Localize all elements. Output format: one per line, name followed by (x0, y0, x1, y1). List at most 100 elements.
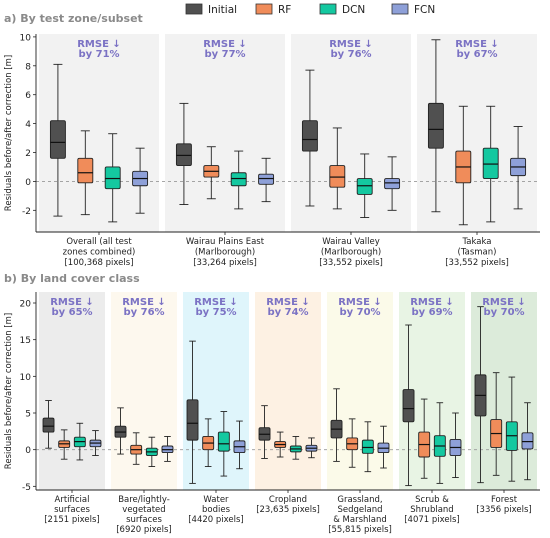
x-category-label: Wairau Valley (322, 237, 380, 247)
legend-entry: FCN (391, 3, 435, 16)
rmse-annotation: RMSE ↓ (410, 297, 454, 308)
x-category-label: [3356 pixels] (476, 505, 532, 515)
box-iqr (427, 102, 444, 149)
box-rf (274, 431, 287, 458)
group-background (39, 292, 105, 490)
x-category-label: [6920 pixels] (116, 525, 172, 535)
rmse-annotation: RMSE ↓ (455, 39, 499, 50)
box-rf (329, 127, 346, 210)
y-axis-label: Residuals before/after correction [m] (4, 313, 14, 469)
rmse-annotation: RMSE ↓ (122, 297, 166, 308)
box-dcn (356, 153, 373, 218)
x-category-label: [100,368 pixels] (64, 258, 133, 268)
x-category-label: [33,264 pixels] (193, 258, 257, 268)
x-category-label: Scrub & (415, 495, 449, 505)
x-category-label: [4420 pixels] (188, 515, 244, 525)
box-group: RMSE ↓by 76% Wairau Valley(Marlborough)[3… (301, 39, 401, 268)
panel-title: a) By test zone/subset (4, 12, 143, 25)
x-category-label: [55,815 pixels] (328, 525, 392, 535)
box-rf (77, 130, 94, 216)
box-initial (114, 407, 127, 455)
x-category-label: surfaces (54, 505, 90, 515)
box-iqr (356, 178, 373, 195)
y-tick-label: 4 (25, 120, 31, 130)
legend-entry: Initial (185, 3, 237, 16)
rmse-annotation: RMSE ↓ (77, 39, 121, 50)
box-fcn (449, 412, 462, 478)
y-tick-label: 10 (20, 33, 32, 43)
box-dcn (505, 376, 518, 482)
box-iqr (384, 178, 401, 190)
group-background (327, 292, 393, 490)
y-tick-label: 2 (25, 149, 31, 159)
x-category-label: (Tasman) (458, 248, 497, 258)
box-iqr (521, 432, 534, 450)
box-iqr (361, 439, 374, 454)
box-dcn (73, 422, 86, 461)
box-initial (427, 39, 444, 213)
box-initial (49, 63, 66, 217)
rmse-annotation: RMSE ↓ (266, 297, 310, 308)
box-rf (130, 432, 143, 465)
legend-swatch (185, 3, 203, 15)
box-fcn (132, 147, 149, 214)
y-tick-label: 20 (20, 300, 32, 310)
rmse-annotation: RMSE ↓ (329, 39, 373, 50)
box-rf (418, 398, 431, 479)
x-category-label: Artificial (55, 495, 90, 505)
y-tick-label: -2 (22, 207, 31, 217)
x-category-label: Overall (all test (66, 237, 132, 247)
box-dcn (217, 411, 230, 477)
box-rf (455, 105, 472, 226)
x-category-label: & Marshland (333, 515, 387, 525)
rmse-annotation: by 74% (267, 307, 308, 318)
box-group: RMSE ↓by 70% Grassland,Sedgeland& Marshla… (328, 297, 392, 535)
x-category-label: Water (203, 495, 229, 505)
box-dcn (482, 105, 499, 223)
rmse-annotation: by 65% (51, 307, 92, 318)
legend-label: RF (278, 4, 291, 16)
x-category-label: Grassland, (337, 495, 382, 505)
rmse-annotation: by 67% (456, 49, 497, 60)
rmse-annotation: by 77% (204, 49, 245, 60)
legend-label: FCN (414, 4, 435, 16)
y-axis-label: Residuals before/after correction [m] (4, 55, 14, 211)
box-initial (186, 340, 199, 484)
x-category-label: [4071 pixels] (404, 515, 460, 525)
x-category-label: Forest (491, 495, 518, 505)
y-tick-label: 5 (25, 410, 31, 420)
x-category-label: Bare/lightly- (118, 495, 170, 505)
box-group: RMSE ↓by 67% Takaka(Tasman)[33,552 pixels… (427, 39, 527, 268)
legend-entry: DCN (319, 3, 365, 16)
box-iqr (217, 431, 230, 452)
rmse-annotation: by 69% (411, 307, 452, 318)
box-initial (175, 102, 192, 205)
box-iqr (175, 143, 192, 166)
x-category-label: (Marlborough) (195, 248, 255, 258)
box-iqr (49, 120, 66, 159)
group-background (255, 292, 321, 490)
chart-panel-a: a) By test zone/subset -2 0 2 4 6 8 10 Residuals… (4, 12, 540, 268)
box-iqr (329, 165, 346, 188)
y-tick-label: 6 (25, 91, 31, 101)
box-iqr (104, 166, 121, 190)
box-fcn (384, 156, 401, 211)
box-initial (474, 306, 487, 484)
box-dcn (145, 436, 158, 467)
x-category-label: bodies (202, 505, 231, 515)
legend-swatch (391, 3, 409, 15)
legend-swatch (319, 3, 337, 15)
panel-title: b) By land cover class (4, 272, 140, 285)
box-iqr (186, 399, 199, 441)
rmse-annotation: RMSE ↓ (482, 297, 526, 308)
rmse-annotation: RMSE ↓ (338, 297, 382, 308)
box-iqr (482, 147, 499, 179)
box-iqr (301, 120, 318, 152)
rmse-annotation: by 70% (339, 307, 380, 318)
box-iqr (402, 389, 415, 423)
box-initial (301, 69, 318, 207)
y-tick-label: 15 (20, 336, 31, 346)
box-fcn (521, 402, 534, 481)
